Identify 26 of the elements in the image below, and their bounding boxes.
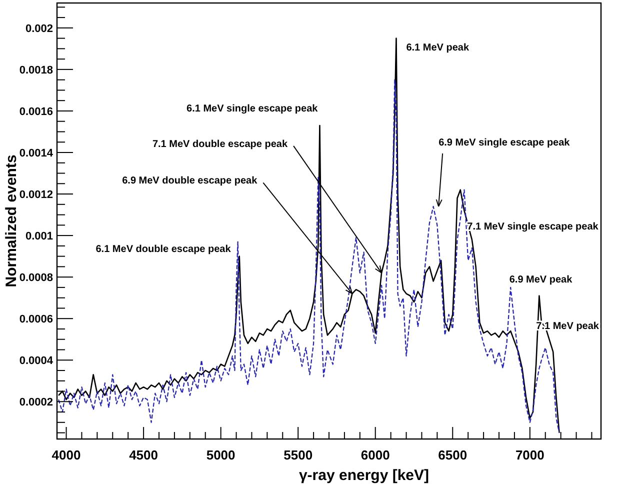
y-tick-label: 0.0014 [19,147,54,160]
y-tick-label: 0.0008 [19,272,53,284]
y-tick-label: 0.0002 [19,396,53,408]
y-tick-label: 0.002 [25,22,53,35]
y-axis-title: Normalized events [3,154,20,288]
x-tick-label: 6000 [360,448,390,463]
annotation: 6.9 MeV single escape peak [438,137,570,148]
x-tick-label: 4500 [129,448,158,463]
annotation: 6.9 MeV double escape peak [122,176,258,187]
annotation: 7.1 MeV double escape peak [152,138,288,150]
annotation: 6.1 MeV double escape peak [96,244,232,255]
x-tick-label: 5500 [284,448,313,463]
x-tick-label: 4000 [52,448,81,463]
y-tick-label: 0.0004 [19,354,54,367]
y-tick-label: 0.0018 [19,64,53,76]
y-tick-label: 0.0016 [19,106,53,118]
annotation: 6.9 MeV peak [509,274,573,286]
x-tick-label: 6500 [438,448,468,463]
annotation: 6.1 MeV peak [406,42,470,54]
annotation: 6.1 MeV single escape peak [186,103,318,114]
x-axis-title: γ-ray energy [keV] [298,467,430,484]
y-tick-label: 0.0006 [19,313,53,326]
y-tick-label: 0.0012 [19,188,53,201]
x-tick-label: 7000 [515,448,544,463]
y-tick-label: 0.001 [25,230,53,242]
x-tick-label: 5000 [206,448,236,463]
